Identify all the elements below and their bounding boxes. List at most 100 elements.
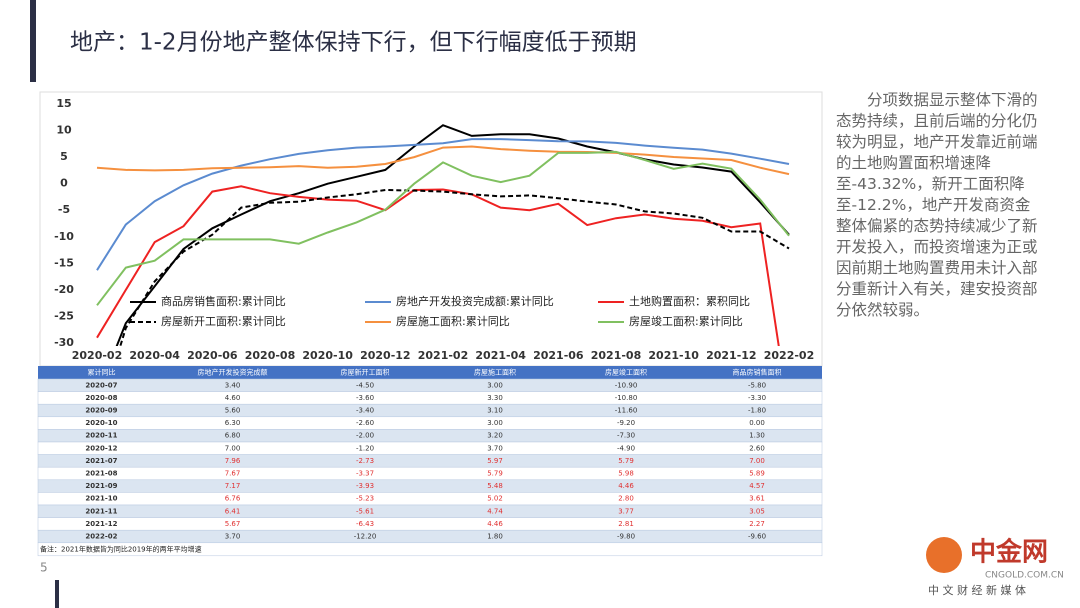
table-cell: 1.80: [487, 533, 503, 541]
table-cell: 2021-08: [85, 470, 117, 478]
x-tick-label: 2020-08: [245, 349, 296, 362]
table-cell: 3.20: [487, 432, 503, 440]
table-cell: -4.90: [617, 444, 635, 452]
y-tick-label: -15: [54, 256, 74, 269]
x-tick-label: 2021-08: [591, 349, 642, 362]
x-tick-label: 2021-10: [648, 349, 699, 362]
table-cell: -10.90: [615, 381, 638, 389]
series-line: [119, 188, 790, 346]
table-cell: -1.20: [356, 444, 374, 452]
y-tick-label: -5: [58, 203, 70, 216]
table-row-bg: [37, 378, 823, 392]
legend-label: 土地购置面积：累积同比: [629, 294, 750, 308]
table-cell: -5.61: [356, 507, 374, 515]
table-cell: 2.27: [749, 520, 765, 528]
table-header: 房屋竣工面积: [605, 368, 647, 377]
table-cell: 2020-08: [85, 394, 117, 402]
legend-label: 商品房销售面积:累计同比: [161, 294, 286, 308]
table-row-bg: [37, 529, 823, 544]
table-row-bg: [37, 429, 823, 443]
table-cell: -3.30: [748, 394, 766, 402]
table-cell: -3.37: [356, 470, 374, 478]
table-row-bg: [37, 391, 823, 405]
table-cell: 2021-10: [85, 495, 117, 503]
table-cell: 7.96: [225, 457, 241, 465]
table-cell: 4.60: [225, 394, 241, 402]
x-tick-label: 2020-04: [129, 349, 180, 362]
table-cell: 5.60: [225, 407, 241, 415]
table-cell: -7.30: [617, 432, 635, 440]
table-cell: 6.41: [225, 507, 241, 515]
table-cell: -5.23: [356, 495, 374, 503]
table-cell: 2020-09: [85, 407, 117, 415]
table-cell: 4.46: [487, 520, 503, 528]
table-cell: 5.67: [225, 520, 241, 528]
table-cell: 7.67: [225, 470, 241, 478]
table-cell: 3.40: [225, 381, 241, 389]
table-cell: 6.80: [225, 432, 241, 440]
page-number: 5: [40, 561, 48, 575]
table-cell: 2020-12: [85, 444, 117, 452]
table-cell: -9.80: [617, 533, 635, 541]
y-tick-label: 0: [60, 177, 68, 190]
chart-frame: [39, 91, 823, 367]
table-cell: 2.80: [618, 495, 634, 503]
table-cell: -11.60: [615, 407, 638, 415]
x-tick-label: 2022-02: [764, 349, 815, 362]
table-cell: -3.93: [356, 482, 374, 490]
legend-label: 房地产开发投资完成额:累计同比: [396, 294, 554, 308]
table-cell: 3.05: [749, 507, 765, 515]
x-tick-label: 2020-10: [302, 349, 353, 362]
series-line: [96, 138, 790, 271]
table-row-bg: [37, 416, 823, 430]
y-tick-label: -30: [54, 336, 74, 349]
table-cell: -10.80: [615, 394, 638, 402]
table-cell: 2021-11: [85, 507, 117, 515]
table-cell: -3.60: [356, 394, 374, 402]
table-cell: 2021-07: [85, 457, 117, 465]
legend-label: 房屋竣工面积:累计同比: [629, 314, 743, 328]
table-cell: 5.48: [487, 482, 503, 490]
table-cell: 5.02: [487, 495, 503, 503]
y-tick-label: 10: [56, 124, 72, 137]
y-tick-label: 15: [56, 97, 71, 110]
table-cell: -12.20: [354, 533, 377, 541]
accent-bar: [30, 0, 36, 82]
table-cell: 6.30: [225, 419, 241, 427]
table-header: 房屋新开工面积: [341, 368, 390, 377]
table-cell: 0.00: [749, 419, 765, 427]
logo-icon: [926, 537, 962, 573]
table-row-bg: [37, 517, 823, 531]
logo-url: CNGOLD.COM.CN: [985, 571, 1064, 581]
table-cell: -2.73: [356, 457, 374, 465]
table-cell: 3.61: [749, 495, 765, 503]
table-cell: 7.17: [225, 482, 241, 490]
x-tick-label: 2020-12: [360, 349, 411, 362]
series-line: [96, 185, 780, 346]
table-cell: -9.60: [748, 533, 766, 541]
table-cell: 2.60: [749, 444, 765, 452]
table-cell: -9.20: [617, 419, 635, 427]
table-cell: 3.10: [487, 407, 503, 415]
footer-bar: [55, 580, 59, 608]
table-header: 累计同比: [88, 368, 116, 377]
table-cell: 6.76: [225, 495, 241, 503]
x-tick-label: 2021-02: [418, 349, 469, 362]
table-header: 商品房销售面积: [733, 368, 782, 377]
table-cell: 5.79: [618, 457, 634, 465]
table-cell: -1.80: [748, 407, 766, 415]
table-cell: -2.60: [356, 419, 374, 427]
x-tick-label: 2021-12: [706, 349, 757, 362]
table-cell: 5.97: [487, 457, 503, 465]
table-cell: 2022-02: [85, 533, 117, 541]
table-header: 房屋施工面积: [474, 368, 516, 377]
legend-label: 房屋施工面积:累计同比: [396, 315, 510, 328]
table-row-bg: [37, 479, 823, 493]
table-row-bg: [37, 403, 823, 418]
table-cell: 3.30: [487, 394, 503, 402]
table-cell: 3.70: [225, 533, 241, 541]
table-cell: -4.50: [356, 381, 374, 389]
table-row-bg: [37, 441, 823, 455]
